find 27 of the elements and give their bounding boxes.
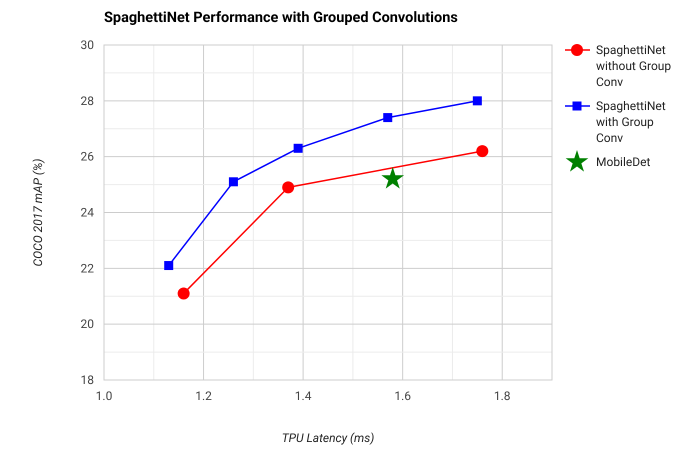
- point: [282, 181, 294, 194]
- x-tick-label: 1.8: [494, 389, 511, 403]
- x-tick-label: 1.4: [294, 389, 312, 403]
- y-axis-title: COCO 2017 mAP (%): [31, 158, 45, 266]
- y-tick-label: 22: [80, 261, 94, 276]
- x-tick-label: 1.2: [195, 389, 212, 403]
- y-tick-label: 24: [80, 206, 94, 220]
- y-tick-label: 20: [80, 317, 94, 332]
- y-tick-label: 26: [80, 150, 94, 164]
- x-axis-title: TPU Latency (ms): [282, 431, 374, 445]
- legend-label: SpaghettiNet without Group Conv: [596, 43, 672, 89]
- point: [383, 113, 392, 122]
- point: [472, 96, 482, 106]
- legend-label: SpaghettiNet with Group Conv: [596, 99, 666, 145]
- y-tick-label: 28: [80, 94, 94, 108]
- y-tick-label: 18: [80, 373, 94, 387]
- y-tick-label: 30: [80, 38, 94, 52]
- point: [164, 261, 174, 270]
- point: [294, 144, 303, 153]
- point: [228, 177, 238, 186]
- x-tick-label: 1.6: [394, 389, 412, 403]
- point: [476, 145, 488, 158]
- chart-title: SpaghettiNet Performance with Grouped Convolutions: [104, 9, 458, 26]
- point: [381, 167, 404, 189]
- point: [178, 287, 190, 300]
- x-tick-label: 1.0: [96, 389, 113, 403]
- legend-label: MobileDet: [596, 155, 650, 169]
